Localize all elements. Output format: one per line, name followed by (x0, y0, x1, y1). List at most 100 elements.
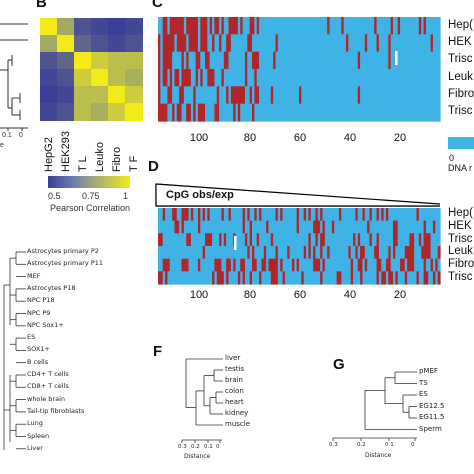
heatmap-cell (334, 220, 338, 234)
heatmap-cell (263, 17, 267, 35)
heatmap-cell (435, 246, 439, 260)
heatmap-cell (381, 69, 385, 87)
heatmap-cell (268, 86, 272, 105)
heatmap-cell (348, 258, 352, 272)
heatmap-cell (353, 233, 356, 247)
heatmap-cell (167, 51, 171, 70)
heatmap-cell (244, 220, 248, 234)
heatmap-cell (411, 69, 415, 87)
dendrogram-g-axis-label: Distance (365, 452, 392, 459)
heatmap-cell (416, 103, 420, 122)
heatmap-cell (237, 220, 241, 234)
heatmap-cell (404, 233, 408, 247)
heatmap-cell (425, 271, 429, 285)
heatmap-cell (205, 34, 208, 53)
heatmap-cell (200, 86, 204, 105)
heatmap-cell (348, 69, 352, 87)
heatmap-cell (160, 271, 164, 285)
heatmap-cell (390, 258, 394, 272)
heatmap-cell (346, 271, 349, 285)
heatmap-cell (378, 86, 382, 105)
heatmap-cell (367, 208, 371, 222)
heatmap-cell (369, 208, 373, 222)
heatmap-cell (289, 103, 293, 122)
heatmap-cell (205, 220, 208, 234)
heatmap-cell (249, 258, 253, 272)
heatmap-cell (338, 220, 342, 234)
heatmap-cell (266, 69, 270, 87)
heatmap-cell (390, 86, 394, 105)
heatmap-cell (423, 271, 427, 285)
heatmap-cell (353, 246, 356, 260)
heatmap-cell (423, 51, 427, 70)
heatmap-cell (254, 258, 258, 272)
heatmap-cell (266, 17, 270, 35)
heatmap-cell (329, 86, 333, 105)
heatmap-cell (219, 86, 223, 105)
heatmap-cell (376, 233, 380, 247)
heatmap-cell (202, 208, 206, 222)
heatmap-cell (353, 271, 356, 285)
heatmap-cell (381, 233, 385, 247)
heatmap-cell (247, 271, 251, 285)
heatmap-cell (350, 258, 354, 272)
dendrogram-a-leaf: CD4+ T cells (27, 370, 69, 378)
heatmap-cell (244, 208, 248, 222)
heatmap-cell (181, 103, 185, 122)
heatmap-cell (212, 233, 215, 247)
dendrogram-a-leaf: NPC P9 (27, 308, 51, 317)
heatmap-cell (430, 17, 434, 35)
heatmap-cell (254, 103, 258, 122)
heatmap-cell (421, 246, 425, 260)
heatmap-cell (418, 86, 422, 105)
heatmap-cell (306, 208, 309, 222)
heatmap-cell (167, 86, 171, 105)
heatmap-cell (160, 34, 164, 53)
heatmap-cell (169, 246, 173, 260)
heatmap-cell (167, 69, 171, 87)
heatmap-cell (186, 220, 190, 234)
heatmap-cell (277, 103, 281, 122)
heatmap-cell (289, 258, 293, 272)
heatmap-cell (303, 258, 307, 272)
heatmap-cell (167, 103, 171, 122)
heatmap-cell (174, 51, 178, 70)
heatmap-cell (160, 86, 164, 105)
heatmap-cell (369, 103, 373, 122)
heatmap-cell (237, 271, 241, 285)
heatmap-cell (200, 246, 204, 260)
dendrogram-a-leaf: B cells (27, 357, 49, 366)
heatmap-cell (362, 208, 366, 222)
heatmap-cell (369, 220, 373, 234)
heatmap-cell (343, 271, 347, 285)
heatmap-cell (289, 233, 293, 247)
heatmap-cell (355, 69, 359, 87)
heatmap-cell (428, 69, 432, 87)
dendrogram-a-leaf: SOX1+ (27, 345, 50, 354)
heatmap-cell (252, 258, 255, 272)
heatmap-cell (425, 220, 429, 234)
colorbar-label: Pearson Correlation (50, 203, 131, 213)
dendrogram-a-leaf: NPC P18 (27, 296, 55, 305)
heatmap-cell (169, 69, 173, 87)
panel-letter-d: D (148, 158, 159, 175)
heatmap-cell (355, 51, 359, 70)
heatmap-cell (193, 34, 197, 53)
heatmap-cell (371, 246, 375, 260)
heatmap-cell (306, 51, 309, 70)
heatmap-cell (284, 34, 288, 53)
heatmap-cell (275, 69, 279, 87)
heatmap-cell (378, 34, 382, 53)
heatmap-cell (404, 271, 408, 285)
heatmap-cell (158, 51, 161, 70)
heatmap-cell (411, 86, 415, 105)
heatmap-cell (362, 69, 366, 87)
heatmap-cell (360, 271, 364, 285)
heatmap-cell (376, 208, 380, 222)
heatmap-cell (242, 246, 246, 260)
heatmap-cell (205, 17, 208, 35)
heatmap-cell (282, 208, 286, 222)
heatmap-cell (317, 246, 321, 260)
heatmap-cell (371, 51, 375, 70)
heatmap-cell (197, 103, 201, 122)
